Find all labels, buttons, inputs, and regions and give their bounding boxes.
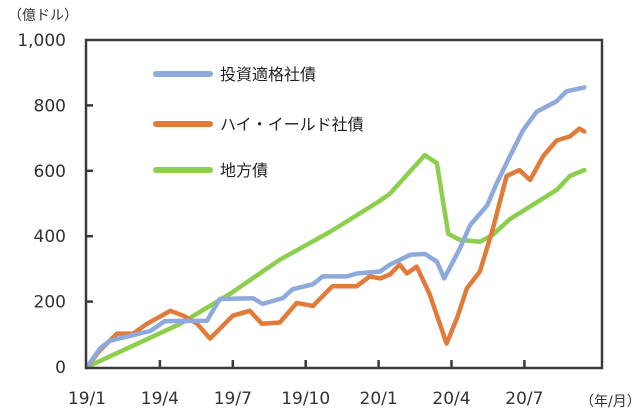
x-tick-label: 19/10 bbox=[281, 389, 330, 409]
series-layer bbox=[84, 85, 587, 370]
x-tick-label: 20/4 bbox=[432, 389, 470, 409]
legend-label-municipal: 地方債 bbox=[220, 161, 268, 180]
y-tick-label: 800 bbox=[34, 96, 66, 116]
plot-area-frame bbox=[84, 38, 604, 370]
series-line-1 bbox=[84, 126, 587, 370]
x-tick-label: 20/1 bbox=[360, 389, 398, 409]
y-tick-label: 200 bbox=[34, 293, 66, 313]
series-line-0 bbox=[84, 85, 587, 370]
ticks-layer: 0 200 400 600 800 1,000 19/1 19/4 19/7 19/10 20/1 2… bbox=[17, 31, 543, 409]
series-line-2 bbox=[84, 152, 587, 370]
x-axis-unit-label: （年/月） bbox=[580, 394, 640, 410]
y-tick-label: 0 bbox=[55, 358, 66, 378]
y-axis-unit-label: （億ドル） bbox=[8, 8, 78, 24]
legend-label-high-yield: ハイ・イールド社債 bbox=[220, 115, 364, 134]
y-tick-label: 600 bbox=[34, 162, 66, 182]
x-tick-label: 19/4 bbox=[141, 389, 179, 409]
legend: 投資適格社債 ハイ・イールド社債 地方債 bbox=[153, 65, 364, 180]
legend-label-investment-grade: 投資適格社債 bbox=[220, 65, 316, 84]
y-tick-label: 1,000 bbox=[17, 31, 66, 51]
x-tick-label: 19/7 bbox=[214, 389, 252, 409]
x-tick-label: 20/7 bbox=[505, 389, 543, 409]
x-tick-label: 19/1 bbox=[68, 389, 106, 409]
y-tick-label: 400 bbox=[34, 227, 66, 247]
